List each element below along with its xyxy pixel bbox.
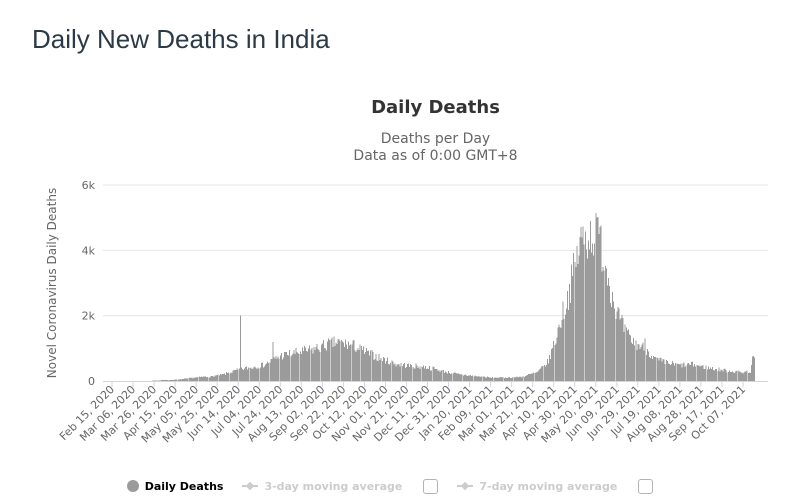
daily-deaths-bars[interactable]	[138, 212, 756, 381]
circle-marker-icon	[126, 480, 139, 492]
chart-subtitle-line2: Data as of 0:00 GMT+8	[353, 148, 518, 164]
diamond-line-marker-icon	[242, 485, 259, 487]
page-title: Daily New Deaths in India	[32, 24, 330, 54]
legend-label-3day-average: 3-day moving average	[264, 479, 403, 493]
series-checkbox-3day[interactable]	[423, 478, 439, 494]
y-axis-tick-label: 2k	[82, 310, 96, 323]
chart-subtitle-line1: Deaths per Day	[380, 131, 491, 147]
series-checkbox-7day[interactable]	[638, 478, 654, 494]
diamond-line-marker-icon	[457, 485, 474, 487]
y-axis-tick-label: 6k	[82, 179, 96, 192]
y-axis-tick-label: 4k	[82, 244, 96, 257]
gridlines	[103, 184, 768, 317]
legend-label-daily-deaths: Daily Deaths	[144, 479, 224, 493]
x-axis	[103, 381, 768, 387]
chart-legend: Daily Deaths 3-day moving average 7-day …	[0, 473, 780, 499]
legend-label-7day-average: 7-day moving average	[479, 479, 618, 493]
legend-item-daily-deaths[interactable]: Daily Deaths	[126, 479, 224, 493]
y-axis-tick-labels: 0 2k 4k 6k	[82, 179, 96, 388]
chart-title: Daily Deaths	[371, 97, 500, 118]
chart-subtitle: Deaths per Day Data as of 0:00 GMT+8	[103, 131, 768, 165]
legend-item-3day-average[interactable]: 3-day moving average	[242, 480, 402, 493]
legend-item-7day-average[interactable]: 7-day moving average	[457, 480, 617, 493]
y-axis-tick-label: 0	[88, 375, 95, 388]
